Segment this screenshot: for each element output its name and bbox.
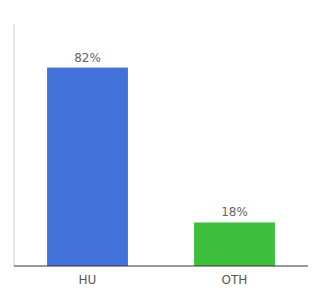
data-label: 82% (74, 51, 101, 65)
x-axis-line (14, 266, 308, 267)
bar (47, 68, 128, 266)
chart: HU OTH 82% 18% (0, 0, 320, 300)
bar (194, 222, 275, 266)
x-tick-label: HU (79, 273, 97, 287)
x-tick-label: OTH (222, 273, 248, 287)
bars (47, 68, 275, 266)
data-label: 18% (221, 205, 248, 219)
y-axis-line (14, 24, 15, 266)
